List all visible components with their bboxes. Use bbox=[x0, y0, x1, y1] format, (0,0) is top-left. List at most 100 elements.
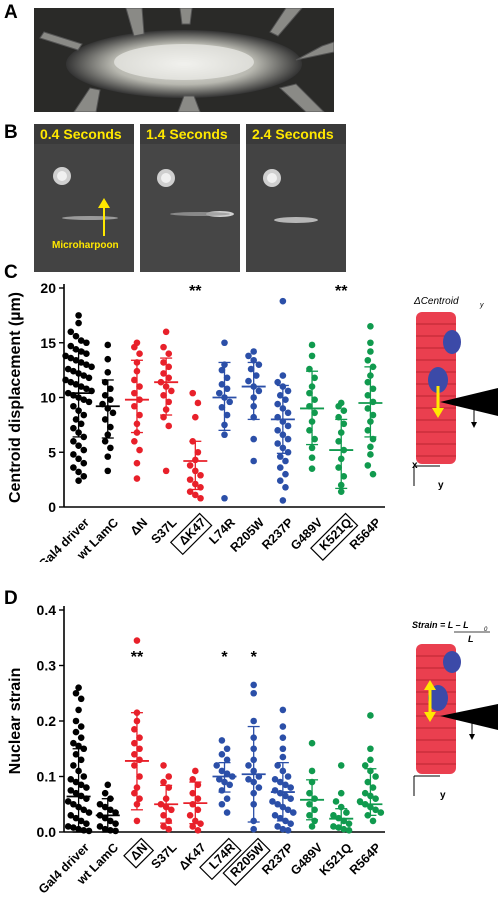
data-point bbox=[70, 800, 77, 808]
data-point bbox=[72, 728, 80, 736]
data-point bbox=[70, 762, 77, 769]
data-point bbox=[80, 459, 88, 467]
data-point bbox=[367, 756, 374, 764]
yellow-arrow-icon-2 bbox=[424, 712, 436, 722]
data-point bbox=[276, 814, 284, 822]
data-point bbox=[186, 812, 194, 819]
data-point bbox=[330, 812, 337, 819]
data-point bbox=[72, 717, 80, 725]
category-highlight-box bbox=[222, 837, 271, 886]
data-point bbox=[364, 378, 372, 386]
data-point bbox=[77, 817, 85, 825]
data-point bbox=[279, 723, 287, 730]
data-point bbox=[83, 385, 90, 393]
data-point bbox=[62, 376, 69, 384]
data-point bbox=[289, 809, 297, 816]
data-point bbox=[282, 457, 289, 465]
data-point bbox=[70, 438, 77, 445]
data-point bbox=[80, 372, 88, 379]
data-point bbox=[165, 374, 173, 382]
x-category-label: K521Q bbox=[317, 840, 355, 878]
data-point bbox=[101, 392, 109, 399]
data-point bbox=[62, 352, 69, 360]
data-point bbox=[194, 399, 202, 407]
data-point bbox=[194, 806, 202, 814]
data-point bbox=[308, 465, 316, 472]
data-point bbox=[165, 825, 173, 833]
y-tick-label: 0.0 bbox=[37, 824, 57, 840]
centroid-inset-title-sub: y bbox=[479, 302, 484, 309]
data-point bbox=[168, 387, 175, 395]
data-point bbox=[221, 494, 228, 502]
muscle-photo bbox=[34, 8, 334, 112]
data-point bbox=[306, 427, 313, 434]
panel-d-label: D bbox=[4, 588, 18, 609]
centroid-inset-title: ΔCentroid bbox=[413, 296, 459, 307]
data-point bbox=[77, 359, 85, 366]
frame-3-image bbox=[246, 124, 346, 272]
data-point bbox=[223, 795, 231, 802]
data-point bbox=[311, 409, 318, 417]
data-point bbox=[245, 762, 252, 769]
data-point bbox=[70, 367, 77, 375]
data-point bbox=[192, 767, 199, 775]
data-point bbox=[83, 350, 90, 357]
data-point bbox=[367, 745, 374, 753]
data-point bbox=[308, 823, 316, 830]
data-point bbox=[282, 792, 289, 800]
data-point bbox=[364, 392, 372, 399]
data-point bbox=[284, 409, 292, 417]
data-point bbox=[276, 464, 284, 471]
nucleus-shape-2 bbox=[428, 367, 448, 393]
data-point bbox=[133, 459, 141, 467]
data-point bbox=[255, 387, 263, 395]
data-point bbox=[83, 820, 90, 827]
data-point bbox=[80, 446, 88, 454]
data-point bbox=[96, 800, 104, 808]
data-point bbox=[67, 354, 75, 362]
data-point bbox=[107, 396, 114, 403]
data-point bbox=[250, 689, 257, 697]
data-point bbox=[131, 438, 138, 445]
data-point bbox=[223, 809, 231, 816]
data-point bbox=[133, 475, 141, 482]
category-highlight-box bbox=[169, 512, 213, 556]
data-point bbox=[279, 372, 287, 379]
data-point bbox=[75, 477, 82, 485]
category-highlight-box bbox=[199, 837, 242, 881]
data-point bbox=[287, 820, 294, 827]
data-point bbox=[361, 762, 369, 769]
data-point bbox=[306, 800, 313, 808]
data-point bbox=[85, 398, 93, 406]
data-point bbox=[364, 778, 372, 786]
data-point bbox=[70, 464, 77, 471]
data-point bbox=[160, 359, 167, 366]
data-point bbox=[160, 778, 167, 786]
data-point bbox=[197, 494, 204, 502]
data-point bbox=[136, 795, 143, 802]
data-point bbox=[194, 827, 202, 834]
data-point bbox=[308, 352, 316, 360]
data-point bbox=[77, 337, 85, 344]
y-tick-label: 0 bbox=[48, 499, 56, 515]
data-point bbox=[223, 374, 231, 382]
data-point bbox=[223, 770, 231, 778]
data-point bbox=[107, 423, 114, 431]
data-point bbox=[80, 473, 88, 480]
data-point bbox=[279, 825, 287, 833]
data-point bbox=[369, 784, 377, 791]
data-point bbox=[194, 448, 202, 456]
data-point bbox=[276, 453, 284, 460]
data-point bbox=[72, 751, 80, 758]
data-point bbox=[168, 806, 175, 814]
data-point bbox=[356, 798, 364, 805]
data-point bbox=[77, 383, 85, 390]
data-point bbox=[72, 332, 80, 340]
data-point bbox=[136, 745, 143, 753]
data-point bbox=[250, 348, 257, 355]
data-point bbox=[136, 773, 143, 780]
data-point bbox=[131, 389, 138, 397]
data-point bbox=[160, 392, 167, 399]
data-point bbox=[77, 756, 85, 764]
data-point bbox=[306, 812, 313, 819]
